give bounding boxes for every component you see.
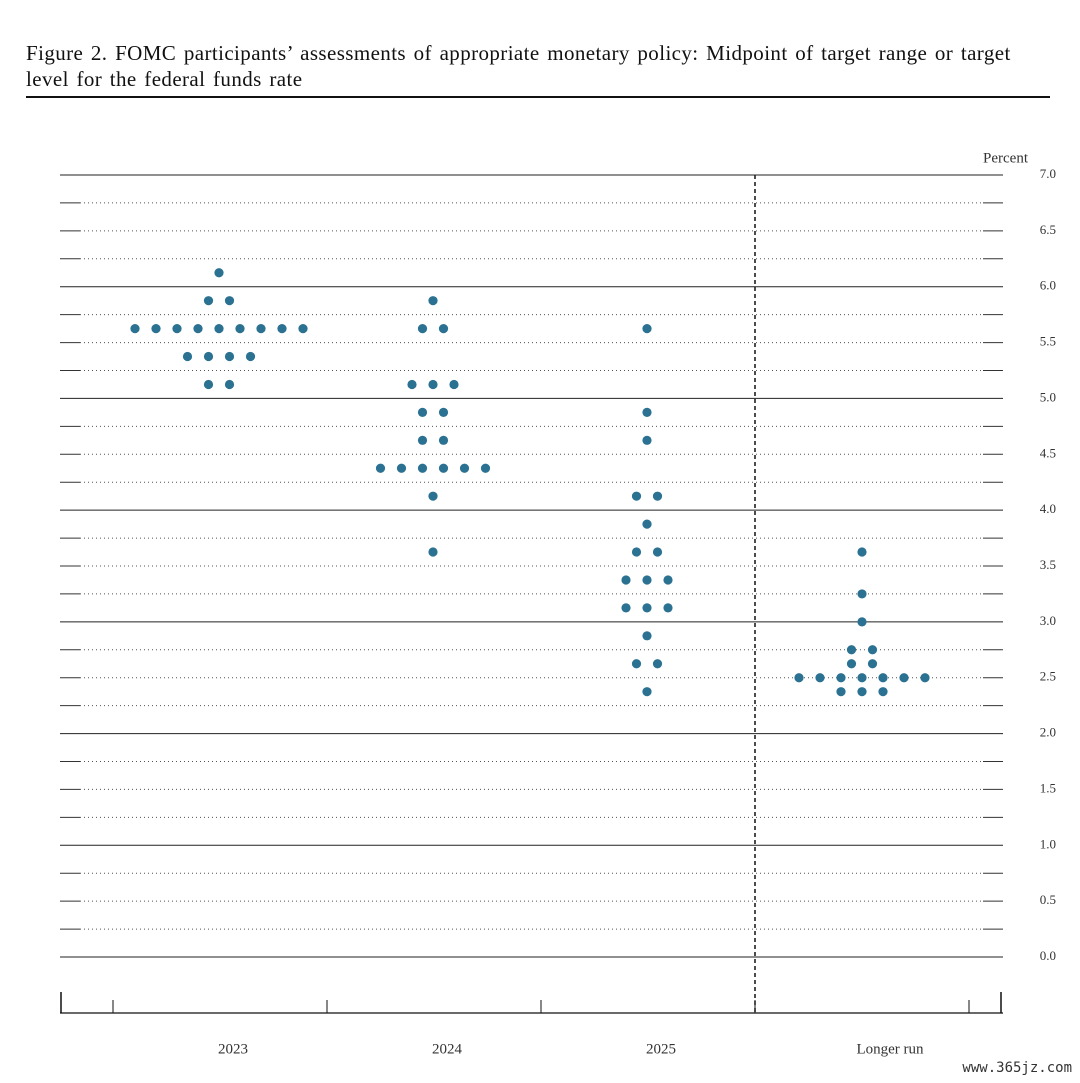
dot — [428, 379, 438, 390]
dot — [846, 645, 857, 655]
dot — [663, 603, 673, 613]
dot — [298, 324, 308, 334]
dot — [642, 324, 652, 334]
dot — [794, 673, 804, 683]
y-tick-label: 2.5 — [1040, 669, 1056, 684]
y-tick-label: 4.0 — [1040, 501, 1056, 516]
dot — [214, 268, 224, 278]
y-tick-label: 1.5 — [1040, 780, 1056, 795]
y-tick-label: 0.5 — [1040, 892, 1056, 907]
y-tick-label: 6.0 — [1040, 278, 1056, 293]
y-tick-label: 4.5 — [1040, 445, 1056, 460]
dot — [642, 631, 652, 641]
y-tick-label: 1.0 — [1040, 836, 1056, 851]
dot — [277, 324, 287, 334]
y-tick-label: 6.5 — [1040, 222, 1056, 237]
dot — [836, 687, 846, 697]
dot — [857, 687, 867, 697]
dot — [224, 379, 235, 390]
dot — [652, 659, 663, 669]
dot — [417, 435, 428, 445]
dot — [151, 324, 161, 334]
dot — [417, 407, 428, 417]
dot — [642, 435, 652, 445]
dot — [438, 324, 449, 334]
dot — [193, 324, 203, 334]
dot — [857, 589, 867, 599]
dot — [428, 296, 438, 306]
dot — [203, 379, 214, 390]
dot — [182, 351, 193, 362]
y-axis-label: Percent — [983, 150, 1029, 166]
dot — [438, 407, 449, 417]
dot — [438, 463, 449, 473]
dot — [459, 463, 470, 473]
dot — [224, 351, 235, 362]
dot — [417, 324, 428, 334]
dot — [203, 351, 214, 362]
x-tick-label: 2025 — [646, 1041, 676, 1057]
dot — [407, 379, 417, 390]
dot — [920, 673, 930, 683]
dot — [642, 519, 652, 529]
dot — [878, 687, 888, 697]
dot — [857, 673, 867, 683]
y-tick-label: 5.0 — [1040, 389, 1056, 404]
dot — [899, 673, 909, 683]
dot — [130, 324, 140, 334]
dot — [245, 351, 256, 362]
dot — [857, 617, 867, 627]
dot — [815, 673, 825, 683]
y-tick-label: 2.0 — [1040, 725, 1056, 740]
y-tick-label: 3.0 — [1040, 613, 1056, 628]
dot — [621, 603, 631, 613]
y-tick-label: 5.5 — [1040, 334, 1056, 349]
dot — [631, 659, 642, 669]
y-tick-label: 7.0 — [1040, 166, 1056, 181]
dot — [663, 575, 673, 585]
dot — [652, 547, 663, 557]
dot — [857, 547, 867, 557]
dot — [172, 324, 182, 334]
dot — [836, 673, 846, 683]
dot — [449, 379, 459, 390]
chart-title: Figure 2. FOMC participants’ assessments… — [26, 41, 1011, 91]
dot — [631, 547, 642, 557]
x-tick-label: 2024 — [432, 1041, 463, 1057]
dot — [428, 547, 438, 557]
dot — [642, 575, 652, 585]
title-rule — [26, 96, 1050, 98]
dot — [621, 575, 631, 585]
dot — [480, 463, 491, 473]
watermark: www.365jz.com — [962, 1060, 1072, 1076]
dot — [256, 324, 266, 334]
dot — [642, 603, 652, 613]
dot — [224, 296, 235, 306]
x-tick-label: Longer run — [856, 1041, 924, 1057]
dot — [375, 463, 386, 473]
dot — [396, 463, 407, 473]
dot — [846, 659, 857, 669]
dot — [235, 324, 245, 334]
dot — [642, 687, 652, 697]
y-tick-label: 0.0 — [1040, 948, 1056, 963]
dot — [203, 296, 214, 306]
dot — [428, 491, 438, 501]
x-tick-label: 2023 — [218, 1041, 248, 1057]
dot — [867, 645, 878, 655]
dot — [878, 673, 888, 683]
dot — [631, 491, 642, 501]
dot — [417, 463, 428, 473]
dot — [214, 324, 224, 334]
dot — [652, 491, 663, 501]
dot — [438, 435, 449, 445]
dot — [642, 407, 652, 417]
dot — [867, 659, 878, 669]
y-tick-label: 3.5 — [1040, 557, 1056, 572]
